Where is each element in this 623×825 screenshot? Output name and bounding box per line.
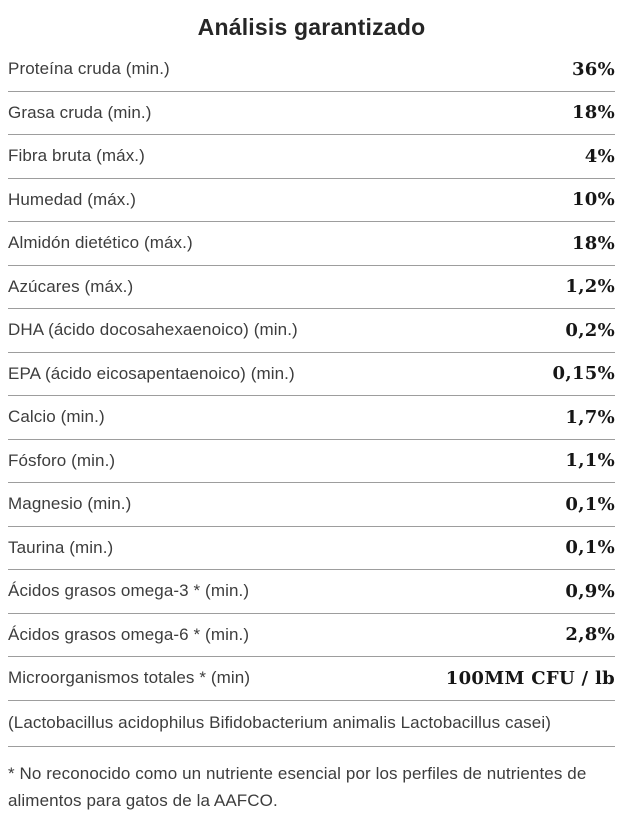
- nutrient-label: Fósforo (min.): [8, 450, 116, 470]
- analysis-row: Azúcares (máx.) 1,2%: [8, 266, 615, 309]
- nutrient-label: Humedad (máx.): [8, 189, 136, 209]
- nutrient-value: 4%: [584, 145, 615, 167]
- analysis-row: Ácidos grasos omega-6 * (min.) 2,8%: [8, 614, 615, 657]
- nutrient-value: 0,15%: [552, 363, 615, 385]
- analysis-row: Humedad (máx.) 10%: [8, 179, 615, 222]
- nutrient-value: 0,1%: [565, 493, 615, 515]
- nutrient-value: 1,1%: [565, 450, 615, 472]
- nutrient-value: 0,9%: [565, 580, 615, 602]
- analysis-row: Taurina (min.) 0,1%: [8, 527, 615, 570]
- nutrient-value: 0,2%: [565, 319, 615, 341]
- nutrient-value: 18%: [571, 232, 615, 254]
- section-title: Análisis garantizado: [197, 14, 426, 40]
- nutrient-value: 10%: [571, 189, 615, 211]
- nutrient-label: Taurina (min.): [8, 537, 114, 557]
- analysis-row: DHA (ácido docosahexaenoico) (min.) 0,2%: [8, 309, 615, 353]
- nutrient-label: Magnesio (min.): [8, 494, 132, 514]
- nutrient-label: Proteína cruda (min.): [8, 59, 170, 79]
- analysis-row: Almidón dietético (máx.) 18%: [8, 222, 615, 266]
- nutrient-value: 100MM CFU / lb: [445, 667, 615, 689]
- probiotics-note-text: (Lactobacillus acidophilus Bifidobacteri…: [8, 713, 551, 732]
- analysis-row: EPA (ácido eicosapentaenoico) (min.) 0,1…: [8, 353, 615, 396]
- nutrient-value: 0,1%: [565, 537, 615, 559]
- nutrient-value: 1,7%: [565, 406, 615, 428]
- analysis-row: Magnesio (min.) 0,1%: [8, 483, 615, 527]
- nutrient-value: 36%: [571, 58, 615, 80]
- analysis-row: Fibra bruta (máx.) 4%: [8, 135, 615, 179]
- nutrient-label: EPA (ácido eicosapentaenoico) (min.): [8, 363, 295, 383]
- analysis-row: Grasa cruda (min.) 18%: [8, 92, 615, 135]
- nutrient-label: Calcio (min.): [8, 407, 105, 427]
- nutrient-label: Grasa cruda (min.): [8, 102, 152, 122]
- analysis-row: Calcio (min.) 1,7%: [8, 396, 615, 440]
- nutrient-label: Fibra bruta (máx.): [8, 146, 145, 166]
- nutrient-label: Ácidos grasos omega-6 * (min.): [8, 624, 250, 644]
- analysis-row: Fósforo (min.) 1,1%: [8, 440, 615, 483]
- nutrient-value: 2,8%: [565, 624, 615, 646]
- aafco-footnote: * No reconocido como un nutriente esenci…: [8, 763, 587, 810]
- nutrient-label: Azúcares (máx.): [8, 276, 134, 296]
- analysis-row: Proteína cruda (min.) 36%: [8, 48, 615, 92]
- nutrient-label: Ácidos grasos omega-3 * (min.): [8, 581, 250, 601]
- nutrient-value: 18%: [571, 102, 615, 124]
- nutrient-value: 1,2%: [565, 276, 615, 298]
- analysis-row: Ácidos grasos omega-3 * (min.) 0,9%: [8, 570, 615, 614]
- nutrient-label: DHA (ácido docosahexaenoico) (min.): [8, 320, 298, 340]
- analysis-table: Proteína cruda (min.) 36% Grasa cruda (m…: [8, 48, 615, 701]
- nutrient-label: Microorganismos totales * (min): [8, 668, 251, 688]
- guaranteed-analysis-section: Análisis garantizado Proteína cruda (min…: [0, 12, 623, 814]
- analysis-row: Microorganismos totales * (min) 100MM CF…: [8, 657, 615, 701]
- probiotics-note-row: (Lactobacillus acidophilus Bifidobacteri…: [8, 701, 615, 747]
- nutrient-label: Almidón dietético (máx.): [8, 233, 193, 253]
